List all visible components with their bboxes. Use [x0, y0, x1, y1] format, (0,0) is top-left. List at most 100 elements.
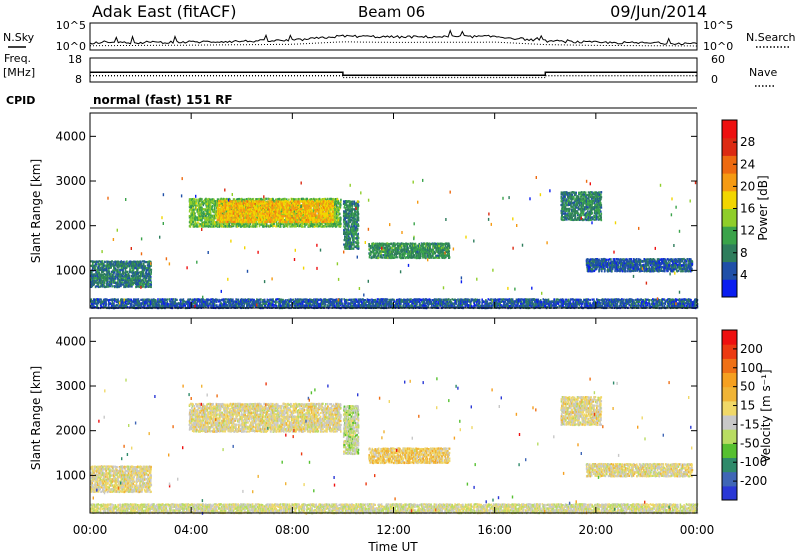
noise-tick-top-right: 10^5	[703, 19, 733, 32]
power-cell	[297, 204, 299, 207]
power-cell	[280, 198, 282, 201]
power-cell	[334, 212, 336, 215]
power-cell	[210, 201, 212, 205]
power-cell	[254, 222, 257, 225]
power-cell	[317, 204, 320, 207]
power-cell	[205, 214, 207, 217]
power-cell	[311, 198, 314, 201]
power-cell	[298, 218, 300, 221]
power-cell	[192, 223, 195, 226]
power-cell	[194, 221, 197, 224]
power-cell	[339, 202, 342, 205]
power-cell	[242, 223, 245, 226]
power-cell	[201, 218, 203, 221]
power-cell	[224, 204, 226, 207]
power-cell	[329, 197, 331, 200]
power-cell	[243, 206, 246, 209]
power-cell	[314, 212, 317, 215]
power-cell	[419, 256, 422, 259]
power-cell	[216, 220, 218, 223]
power-cell	[228, 204, 231, 208]
power-cell	[284, 219, 286, 222]
power-cell	[195, 198, 198, 201]
power-cell	[351, 216, 354, 219]
power-cell	[346, 234, 348, 238]
power-cell	[231, 208, 233, 211]
power-cell	[269, 204, 271, 207]
power-cell	[277, 224, 280, 228]
power-cell	[196, 223, 198, 226]
power-cell	[218, 210, 221, 213]
power-cell	[200, 204, 202, 207]
power-cell	[273, 210, 275, 213]
power-cell	[329, 225, 332, 228]
power-cell	[340, 204, 342, 207]
power-cell	[265, 223, 268, 226]
power-cell	[292, 212, 295, 215]
power-cell	[337, 210, 340, 213]
power-cell	[191, 211, 193, 214]
power-cell	[195, 206, 198, 209]
power-cell	[414, 242, 417, 245]
power-cell	[409, 244, 412, 247]
power-cell	[217, 210, 219, 213]
power-cell	[220, 202, 222, 205]
power-cell	[396, 242, 399, 245]
power-cell	[208, 202, 211, 205]
power-cell	[205, 204, 207, 207]
power-cell	[396, 256, 398, 259]
power-cell	[333, 218, 336, 222]
power-cell	[209, 212, 212, 215]
power-cell	[250, 225, 252, 228]
power-cell	[240, 223, 242, 226]
power-cell	[201, 215, 204, 218]
power-cell	[191, 208, 194, 211]
power-cell	[188, 210, 191, 213]
power-cell	[228, 223, 231, 226]
power-cell	[261, 198, 263, 201]
power-cell	[266, 221, 268, 224]
power-cell	[243, 198, 245, 201]
power-cell	[329, 210, 331, 213]
power-cell	[199, 199, 201, 202]
power-cell	[218, 206, 220, 209]
power-cell	[262, 210, 265, 213]
power-cell	[357, 237, 360, 240]
power-cell	[323, 225, 326, 228]
power-cell	[201, 198, 203, 201]
power-cell	[211, 201, 214, 205]
power-cell	[315, 223, 317, 226]
power-cell	[263, 225, 265, 228]
power-cell	[198, 222, 200, 225]
power-cell	[209, 216, 211, 219]
frequency-panel: Freq. [MHz] 18 8 60 0 Nave	[3, 52, 777, 87]
power-cell	[297, 197, 300, 201]
power-cell	[332, 204, 334, 208]
power-cell	[334, 204, 336, 207]
power-cell	[320, 222, 323, 225]
power-cell	[198, 208, 201, 211]
power-cell	[308, 223, 310, 226]
power-cell	[354, 213, 356, 216]
power-cell	[333, 198, 335, 201]
power-cell	[311, 210, 313, 213]
power-cell	[210, 214, 212, 217]
power-cell	[334, 206, 337, 209]
power-cell	[214, 222, 217, 225]
power-cell	[248, 225, 251, 228]
power-cell	[299, 223, 302, 226]
power-cell	[196, 225, 198, 228]
power-cell	[413, 254, 415, 257]
power-cell	[192, 212, 194, 215]
power-cell	[200, 200, 202, 203]
power-cell	[263, 208, 266, 211]
power-cell	[202, 225, 205, 228]
power-cell	[188, 221, 191, 224]
nsearch-label: N.Search	[746, 31, 796, 44]
power-cell	[194, 212, 196, 215]
power-cell	[277, 216, 280, 219]
power-cell	[194, 202, 196, 205]
power-cell	[274, 200, 276, 203]
power-cell	[337, 202, 339, 205]
power-cell	[261, 198, 264, 201]
